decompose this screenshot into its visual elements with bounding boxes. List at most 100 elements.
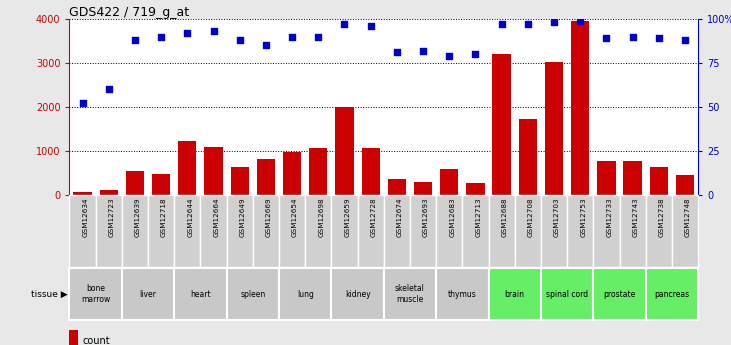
Text: kidney: kidney (345, 289, 371, 299)
Text: prostate: prostate (603, 289, 636, 299)
Bar (96, 195, 122, 267)
Text: GSM12693: GSM12693 (423, 197, 429, 237)
Bar (620, 195, 645, 267)
Point (338, 21, 350, 27)
Bar (440, 169, 458, 195)
Bar (410, 195, 436, 267)
Bar (515, 195, 541, 267)
Text: spleen: spleen (240, 289, 265, 299)
Bar (227, 268, 279, 320)
Text: GSM12708: GSM12708 (528, 197, 534, 237)
Point (365, 23, 376, 29)
Bar (436, 268, 488, 320)
Bar (200, 195, 227, 267)
Text: GSM12753: GSM12753 (580, 197, 586, 237)
Bar (126, 171, 144, 195)
Text: GSM12669: GSM12669 (266, 197, 272, 237)
Bar (676, 175, 694, 195)
Bar (541, 195, 567, 267)
Point (287, 34, 298, 39)
Bar (99, 190, 118, 195)
Text: heart: heart (190, 289, 211, 299)
Bar (645, 268, 698, 320)
Bar (309, 148, 327, 195)
Point (522, 21, 534, 27)
Bar (331, 195, 357, 267)
Bar (594, 195, 619, 267)
Text: GSM12639: GSM12639 (135, 197, 141, 237)
Bar (306, 195, 331, 267)
Bar (597, 161, 616, 195)
Bar (488, 268, 541, 320)
Bar (227, 195, 253, 267)
Bar (436, 195, 462, 267)
Text: pancreas: pancreas (654, 289, 689, 299)
Bar (122, 195, 148, 267)
Text: bone
marrow: bone marrow (81, 284, 110, 304)
Text: count: count (82, 336, 110, 345)
Bar (384, 268, 436, 320)
Bar (541, 268, 594, 320)
Text: thymus: thymus (448, 289, 477, 299)
Text: GSM12649: GSM12649 (240, 197, 246, 237)
Text: GDS422 / 719_g_at: GDS422 / 719_g_at (69, 6, 189, 19)
Point (653, 36, 664, 41)
Text: lung: lung (297, 289, 314, 299)
Bar (152, 174, 170, 195)
Text: GSM12718: GSM12718 (161, 197, 167, 237)
Text: GSM12738: GSM12738 (659, 197, 664, 237)
Point (469, 51, 481, 57)
Text: GSM12674: GSM12674 (397, 197, 403, 237)
Point (444, 53, 455, 59)
Text: GSM12634: GSM12634 (83, 197, 88, 237)
Text: GSM12654: GSM12654 (292, 197, 298, 237)
Point (575, 18, 586, 23)
Bar (594, 268, 645, 320)
Text: GSM12728: GSM12728 (371, 197, 376, 237)
Bar (362, 148, 380, 195)
Bar (174, 195, 200, 267)
Text: GSM12743: GSM12743 (632, 197, 639, 237)
Bar (336, 107, 354, 195)
Point (208, 29, 219, 34)
Point (155, 34, 167, 39)
Text: liver: liver (140, 289, 156, 299)
Text: GSM12723: GSM12723 (109, 197, 115, 237)
Point (626, 34, 638, 39)
Bar (545, 62, 563, 195)
Point (77, 101, 88, 106)
Bar (384, 195, 410, 267)
Bar (283, 152, 301, 195)
Text: skeletal
muscle: skeletal muscle (395, 284, 425, 304)
Text: GSM12683: GSM12683 (450, 197, 455, 237)
Bar (69, 330, 77, 345)
Bar (205, 147, 223, 195)
Bar (279, 195, 306, 267)
Point (312, 34, 324, 39)
Text: GSM12733: GSM12733 (607, 197, 613, 237)
Bar (148, 195, 174, 267)
Text: GSM12698: GSM12698 (318, 197, 325, 237)
Point (181, 30, 193, 36)
Text: brain: brain (504, 289, 525, 299)
Point (260, 42, 272, 48)
Text: GSM12659: GSM12659 (344, 197, 350, 237)
Point (679, 37, 691, 43)
Point (129, 37, 141, 43)
Bar (257, 159, 275, 195)
Bar (230, 167, 249, 195)
Point (496, 21, 507, 27)
Bar (122, 268, 174, 320)
Bar (414, 182, 432, 195)
Text: GSM12713: GSM12713 (475, 197, 482, 237)
Point (234, 37, 246, 43)
Text: tissue ▶: tissue ▶ (31, 289, 68, 299)
Text: spinal cord: spinal cord (546, 289, 588, 299)
Bar (567, 195, 594, 267)
Bar (466, 184, 485, 195)
Text: GSM12703: GSM12703 (554, 197, 560, 237)
Bar (488, 195, 515, 267)
Bar (387, 179, 406, 195)
Bar (174, 268, 227, 320)
Bar (279, 268, 331, 320)
